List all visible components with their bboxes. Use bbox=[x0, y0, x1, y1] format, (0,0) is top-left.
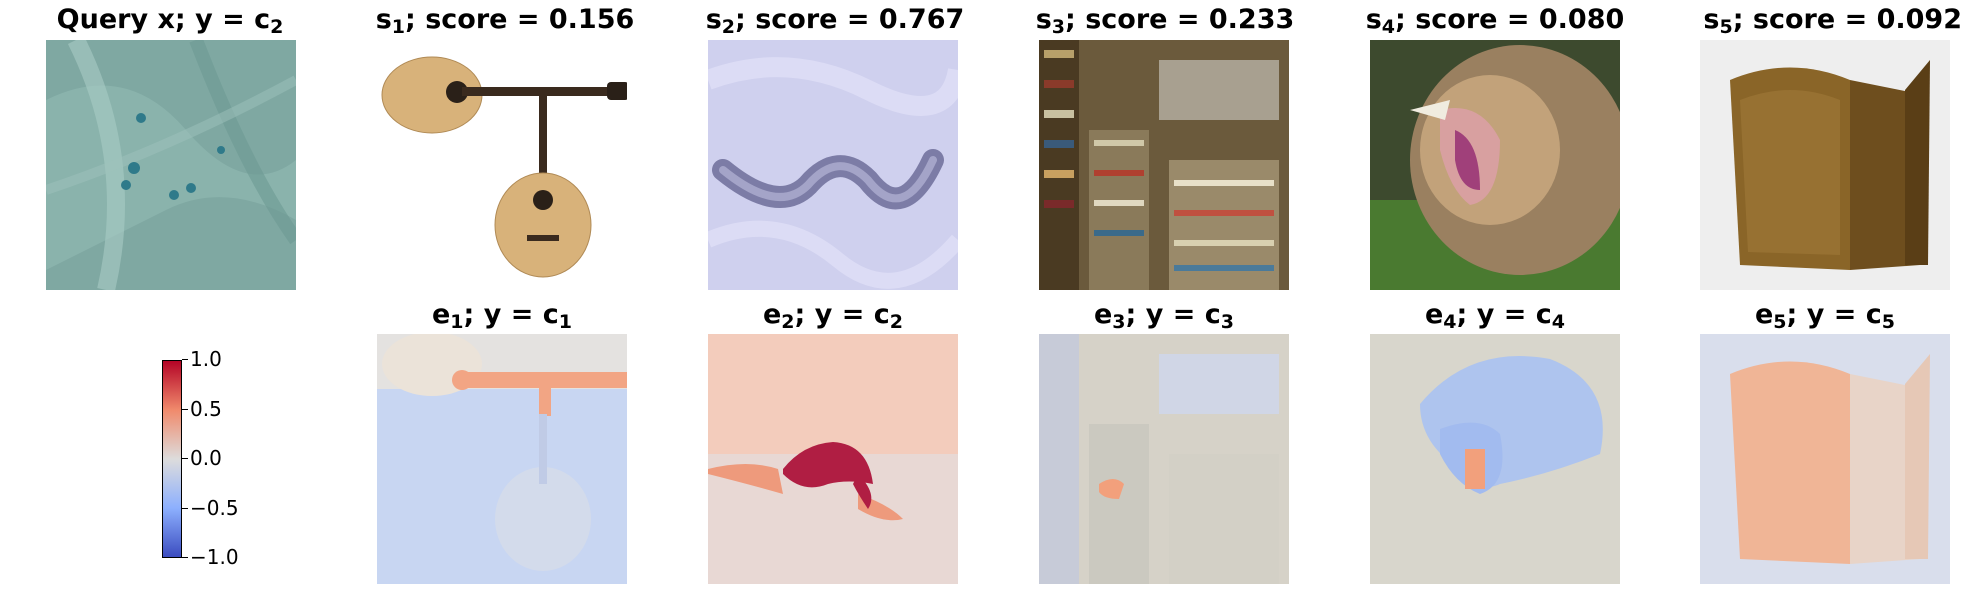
colorbar-tick-label: 1.0 bbox=[190, 347, 222, 371]
colorbar bbox=[162, 360, 182, 558]
explanation-map-3 bbox=[1039, 334, 1289, 584]
sample-title-3: s3; score = 0.233 bbox=[1035, 4, 1295, 38]
explanation-title-3: e3; y = c3 bbox=[1093, 299, 1234, 333]
colorbar-tick-label: 0.5 bbox=[190, 397, 222, 421]
sample-title-4: s4; score = 0.080 bbox=[1365, 4, 1625, 38]
guitar-image bbox=[377, 40, 627, 290]
explanation-title-2: e2; y = c2 bbox=[762, 299, 903, 333]
explanation-title-5: e5; y = c5 bbox=[1754, 299, 1895, 333]
sample-title-2: s2; score = 0.767 bbox=[705, 4, 965, 38]
ornate-box-image bbox=[1700, 40, 1950, 290]
colorbar-tick-label: −1.0 bbox=[190, 545, 239, 569]
colorbar-tick bbox=[182, 359, 188, 360]
query-title: Query x; y = c2 bbox=[56, 4, 284, 38]
smoke-swirl-image bbox=[708, 40, 958, 290]
colorbar-tick bbox=[182, 458, 188, 459]
colorbar-tick bbox=[182, 508, 188, 509]
explanation-map-5 bbox=[1700, 334, 1950, 584]
sample-title-5: s5; score = 0.092 bbox=[1703, 4, 1962, 38]
roaring-lion-image bbox=[1370, 40, 1620, 290]
sample-title-1: s1; score = 0.156 bbox=[375, 4, 635, 38]
colorbar-tick-label: −0.5 bbox=[190, 496, 239, 520]
explanation-map-2 bbox=[708, 334, 958, 584]
colorbar-tick bbox=[182, 557, 188, 558]
query-image bbox=[46, 40, 296, 290]
explanation-map-1 bbox=[377, 334, 627, 584]
colorbar-tick bbox=[182, 409, 188, 410]
explanation-map-4 bbox=[1370, 334, 1620, 584]
bookshop-image bbox=[1039, 40, 1289, 290]
explanation-title-1: e1; y = c1 bbox=[431, 299, 572, 333]
explanation-title-4: e4; y = c4 bbox=[1424, 299, 1565, 333]
colorbar-tick-label: 0.0 bbox=[190, 446, 222, 470]
